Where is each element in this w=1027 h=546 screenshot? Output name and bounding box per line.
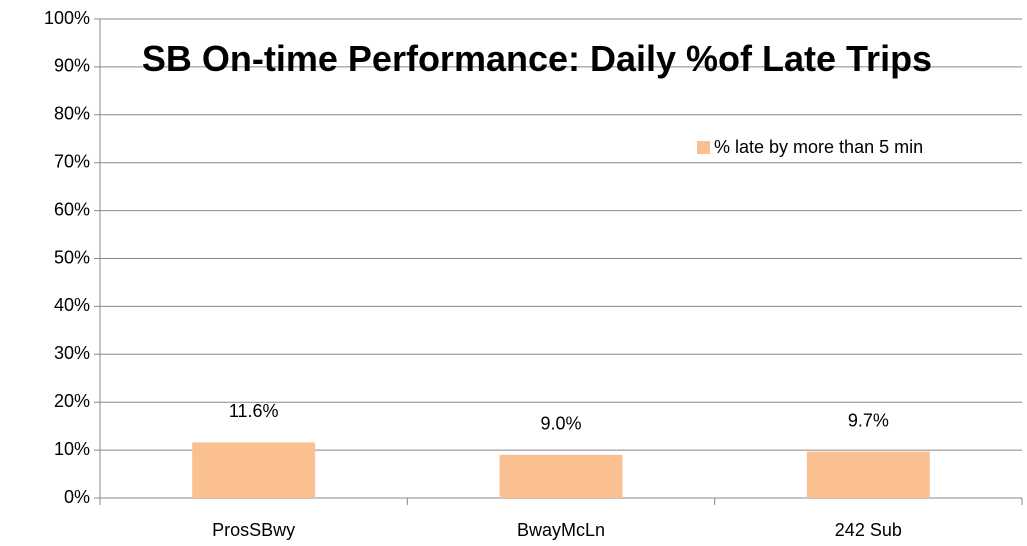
y-tick-label: 80% <box>54 104 90 124</box>
x-tick-label: ProsSBwy <box>212 520 295 540</box>
y-tick-label: 60% <box>54 199 90 219</box>
legend-swatch <box>697 141 710 154</box>
bar <box>806 451 930 498</box>
chart-title: SB On-time Performance: Daily %of Late T… <box>141 38 933 79</box>
y-tick-label: 10% <box>54 439 90 459</box>
data-label: 9.0% <box>540 414 581 434</box>
y-tick-label: 40% <box>54 295 90 315</box>
bar <box>499 454 623 498</box>
data-label: 11.6% <box>229 401 279 421</box>
y-tick-label: 70% <box>54 151 90 171</box>
y-tick-label: 50% <box>54 247 90 267</box>
y-tick-label: 30% <box>54 343 90 363</box>
legend-label: % late by more than 5 min <box>714 137 923 157</box>
y-tick-label: 20% <box>54 391 90 411</box>
y-tick-label: 0% <box>64 487 90 507</box>
x-tick-label: 242 Sub <box>835 520 902 540</box>
y-tick-label: 100% <box>44 8 90 28</box>
x-tick-label: BwayMcLn <box>517 520 605 540</box>
y-tick-label: 90% <box>54 56 90 76</box>
data-label: 9.7% <box>848 410 889 430</box>
bar <box>192 442 316 498</box>
